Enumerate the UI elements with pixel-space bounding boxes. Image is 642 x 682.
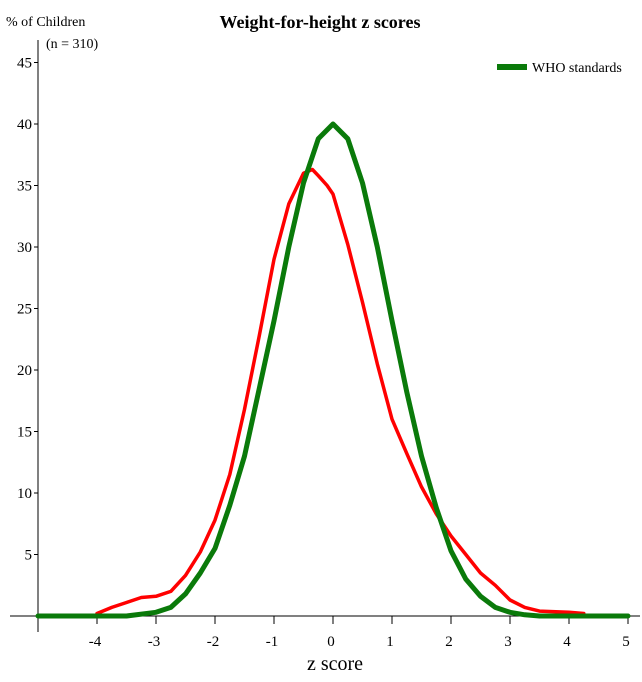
x-axis-label: z score — [307, 653, 363, 675]
series-line-study-sample — [95, 167, 586, 616]
x-tick-label: 5 — [622, 634, 630, 650]
x-ticks: -4 -3 -2 -1 0 1 2 3 4 5 — [89, 616, 630, 650]
y-tick-label: 45 — [17, 56, 32, 72]
x-tick-label: -3 — [148, 634, 161, 650]
y-tick-label: 35 — [17, 179, 32, 195]
series-line-who-standards — [35, 121, 631, 619]
y-tick-label: 25 — [17, 302, 32, 318]
y-tick-label: 15 — [17, 425, 32, 441]
chart-title: Weight-for-height z scores — [220, 12, 421, 32]
y-axis-label: % of Children — [6, 15, 85, 30]
y-tick-label: 5 — [25, 548, 33, 564]
series-layer — [35, 121, 631, 619]
y-tick-label: 10 — [17, 486, 32, 502]
legend: WHO standards — [497, 61, 622, 76]
x-tick-label: 1 — [386, 634, 394, 650]
y-tick-label: 30 — [17, 240, 32, 256]
x-tick-label: -1 — [266, 634, 279, 650]
y-tick-label: 40 — [17, 117, 32, 133]
x-tick-label: -4 — [89, 634, 102, 650]
x-tick-label: 0 — [327, 634, 335, 650]
x-tick-label: -2 — [207, 634, 220, 650]
sample-size-note: (n = 310) — [46, 37, 99, 52]
legend-label: WHO standards — [532, 61, 622, 76]
y-tick-label: 20 — [17, 363, 32, 379]
x-tick-label: 2 — [445, 634, 453, 650]
x-tick-label: 3 — [504, 634, 512, 650]
y-ticks: 5 10 15 20 25 30 35 40 45 — [17, 56, 38, 564]
x-tick-label: 4 — [563, 634, 571, 650]
